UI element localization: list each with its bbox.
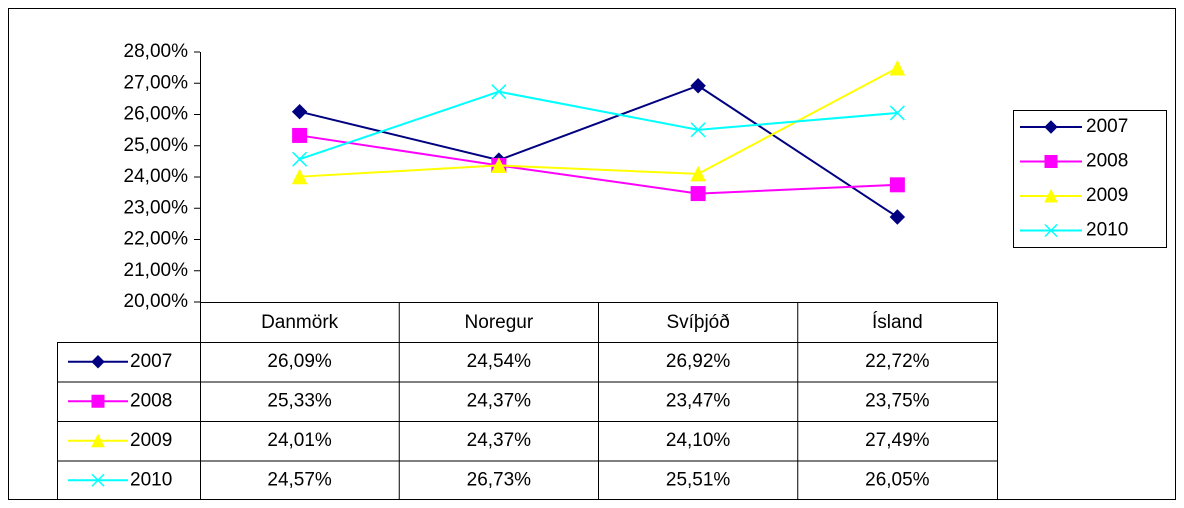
marker — [292, 151, 308, 167]
marker — [91, 473, 105, 487]
y-tick-label: 21,00% — [124, 260, 189, 281]
table-value: 25,51% — [666, 469, 731, 490]
marker — [91, 433, 105, 448]
marker — [690, 78, 706, 94]
table-value: 25,33% — [267, 390, 332, 411]
legend-box — [1013, 110, 1167, 248]
table-value: 27,49% — [865, 430, 930, 451]
legend-label: 2008 — [1086, 151, 1128, 172]
y-tick-label: 27,00% — [124, 72, 189, 93]
marker — [889, 105, 905, 121]
marker — [91, 394, 105, 408]
marker — [690, 165, 706, 182]
legend-label: 2010 — [1086, 220, 1128, 241]
table-value: 26,92% — [666, 351, 731, 372]
table-value: 23,75% — [865, 390, 930, 411]
series-line — [299, 134, 898, 195]
marker — [292, 127, 308, 143]
x-tick-label: Svíþjóð — [666, 312, 729, 333]
legend-label: 2010 — [130, 469, 172, 490]
y-tick-label: 24,00% — [124, 166, 189, 187]
x-tick-label: Ísland — [872, 312, 923, 333]
marker — [889, 59, 906, 76]
marker — [291, 168, 308, 185]
marker — [91, 355, 105, 369]
marker — [491, 157, 507, 173]
marker — [1044, 188, 1058, 203]
table-value: 22,72% — [865, 351, 930, 372]
y-tick-label: 23,00% — [124, 197, 189, 218]
table-value: 26,05% — [865, 469, 930, 490]
marker — [690, 122, 706, 138]
marker — [690, 186, 706, 202]
legend-label: 2009 — [130, 430, 172, 451]
table-value: 24,01% — [267, 430, 332, 451]
marker — [889, 177, 905, 193]
table-value: 24,37% — [467, 430, 532, 451]
marker — [889, 209, 906, 225]
y-tick-label: 25,00% — [124, 135, 189, 156]
legend-label: 2007 — [1086, 116, 1128, 137]
table-value: 24,10% — [666, 430, 731, 451]
table-value: 26,09% — [267, 351, 332, 372]
marker — [291, 103, 308, 120]
legend-label: 2009 — [1086, 185, 1128, 206]
table-value: 24,57% — [267, 469, 332, 490]
legend-label: 2008 — [130, 390, 172, 411]
y-tick-label: 28,00% — [124, 41, 189, 62]
marker — [491, 84, 507, 100]
table-value: 23,47% — [666, 390, 731, 411]
table-value: 26,73% — [467, 469, 532, 490]
y-tick-label: 22,00% — [124, 229, 189, 250]
marker — [1044, 155, 1058, 168]
series-line — [299, 84, 898, 218]
x-tick-label: Noregur — [465, 312, 534, 333]
x-tick-label: Danmörk — [261, 312, 339, 333]
marker — [1044, 223, 1058, 238]
series-line — [299, 90, 898, 161]
y-tick-label: 26,00% — [124, 104, 189, 125]
table-value: 24,54% — [467, 351, 532, 372]
table-value: 24,37% — [467, 390, 532, 411]
y-tick-label: 20,00% — [124, 291, 189, 312]
legend-label: 2007 — [130, 351, 172, 372]
marker — [1044, 120, 1058, 134]
